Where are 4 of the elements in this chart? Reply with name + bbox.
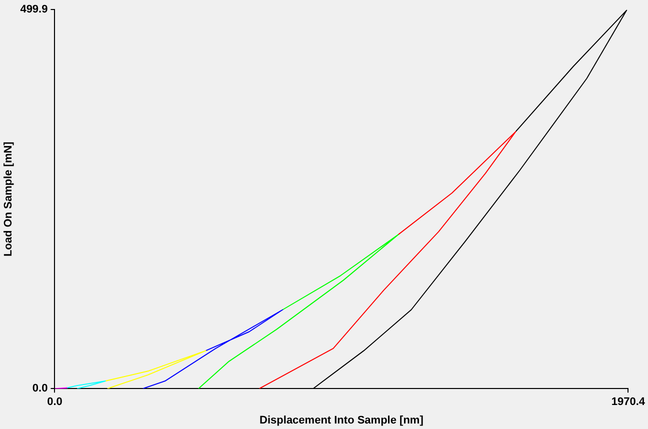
x-axis-title: Displacement Into Sample [nm] xyxy=(260,414,424,426)
y-axis-title: Load On Sample [mN] xyxy=(2,141,15,257)
y-tick-label: 499.9 xyxy=(20,4,48,16)
x-tick-label: 1970.4 xyxy=(611,396,646,408)
